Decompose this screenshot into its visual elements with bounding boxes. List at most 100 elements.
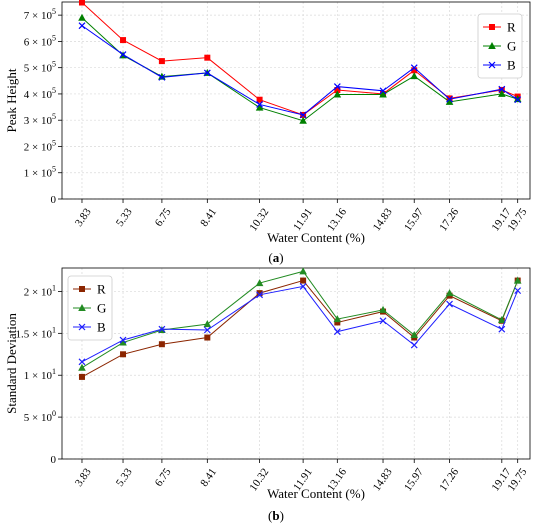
marker-stroke: [498, 325, 506, 333]
data-point-g: [498, 89, 506, 97]
panel-label-letter: a: [273, 250, 280, 265]
data-point-r: [158, 341, 165, 348]
data-point-b: [514, 287, 522, 295]
y-tick-exponent: 1: [52, 283, 56, 292]
x-tick-label: 6.75: [153, 466, 174, 489]
data-point-b: [333, 83, 341, 91]
marker-stroke: [256, 101, 264, 108]
data-point-b: [203, 69, 211, 77]
marker-stroke: [488, 61, 496, 69]
plot-frame: [61, 1, 531, 200]
series-line-b: [81, 25, 518, 116]
x-axis-label: Water Content (%): [267, 230, 365, 245]
series-g: [78, 13, 522, 124]
x-tick-label: 5.33: [114, 206, 135, 229]
marker-stroke: [333, 83, 341, 91]
legend-marker: [79, 286, 85, 292]
data-point-b: [514, 96, 522, 104]
legend-marker: [78, 323, 86, 331]
data-point-g: [410, 72, 419, 80]
data-point-r: [411, 67, 418, 74]
series-r: [78, 277, 521, 380]
y-tick-mantissa: 1 × 10: [24, 168, 53, 180]
legend-item-r: R: [483, 20, 516, 35]
y-tick-label: 5 × 100: [24, 409, 56, 424]
legend: RGB: [477, 13, 523, 79]
x-tick-label: 19.75: [505, 206, 529, 234]
data-point-b: [498, 325, 506, 333]
marker-stroke: [514, 287, 522, 295]
y-tick-label: 0: [51, 194, 57, 206]
data-point-b: [333, 328, 341, 336]
y-tick-exponent: 1: [52, 367, 56, 376]
y-tick-mantissa: 7 × 10: [24, 10, 53, 22]
data-point-r: [120, 351, 127, 358]
x-tick-label: 6.75: [153, 206, 174, 229]
data-point-g: [445, 289, 454, 297]
data-point-b: [410, 341, 418, 349]
grid: [62, 268, 530, 460]
data-point-g: [498, 315, 506, 323]
data-point-r: [204, 334, 211, 341]
data-point-b: [299, 283, 307, 290]
data-point-r: [78, 0, 85, 6]
legend-item-g: G: [73, 301, 106, 316]
marker-stroke: [78, 22, 86, 30]
marker-stroke: [379, 317, 387, 325]
x-tick-label: 8.41: [198, 466, 219, 489]
y-tick-mantissa: 1.5 × 10: [16, 328, 53, 340]
marker-stroke: [498, 85, 506, 93]
legend-label: G: [97, 301, 106, 316]
legend-marker: [488, 61, 496, 69]
data-point-b: [203, 326, 211, 334]
data-point-r: [334, 319, 341, 326]
x-tick-label: 14.83: [371, 206, 395, 234]
data-point-b: [498, 85, 506, 93]
y-tick-mantissa: 5 × 10: [24, 63, 53, 75]
x-tick-label: 5.33: [114, 466, 135, 489]
data-point-b: [119, 51, 127, 58]
x-axis: 3.83 5.33 6.75 8.41 10.32 11.91 13.16 14.83 15.9…: [73, 199, 530, 233]
series-line-b: [81, 285, 519, 363]
panel-label-letter: b: [272, 508, 279, 523]
marker-stroke: [158, 325, 166, 333]
y-tick-exponent: 5: [52, 33, 56, 42]
data-point-g: [158, 72, 166, 80]
y-tick-exponent: 5: [52, 7, 56, 16]
data-point-b: [256, 291, 264, 299]
data-point-g: [255, 279, 264, 287]
data-point-r: [78, 373, 85, 380]
data-point-r: [256, 96, 263, 103]
marker-stroke: [446, 300, 453, 308]
data-point-g: [333, 90, 342, 98]
data-point-r: [300, 277, 307, 284]
legend-item-b: B: [73, 320, 106, 335]
data-point-b: [410, 64, 418, 72]
marker-stroke: [158, 73, 166, 81]
y-tick-exponent: 5: [52, 138, 56, 147]
legend: RGB: [67, 275, 113, 341]
x-tick-label: 14.83: [371, 466, 395, 494]
data-point-r: [158, 58, 165, 65]
y-tick-label: 3 × 105: [24, 112, 56, 127]
y-tick-exponent: 5: [52, 60, 56, 69]
marker-stroke: [119, 51, 127, 58]
data-point-g: [119, 338, 127, 346]
legend-marker: [488, 42, 496, 49]
x-tick-label: 3.83: [73, 206, 94, 229]
x-tick-label: 15.97: [402, 466, 426, 494]
y-tick-label: 2 × 105: [24, 138, 56, 153]
y-tick-label: 7 × 105: [24, 7, 56, 22]
x-tick-label: 19.75: [505, 466, 529, 494]
y-tick-mantissa: 2 × 10: [24, 141, 53, 153]
y-tick-label: 5 × 105: [24, 60, 56, 75]
data-point-b: [446, 300, 453, 308]
y-tick-exponent: 5: [52, 86, 56, 95]
y-tick-label: 4 × 105: [24, 86, 56, 101]
y-tick-mantissa: 3 × 10: [24, 115, 53, 127]
x-tick-label: 15.97: [402, 206, 426, 234]
data-point-b: [119, 336, 127, 344]
data-point-g: [379, 90, 387, 98]
data-point-b: [158, 325, 166, 333]
